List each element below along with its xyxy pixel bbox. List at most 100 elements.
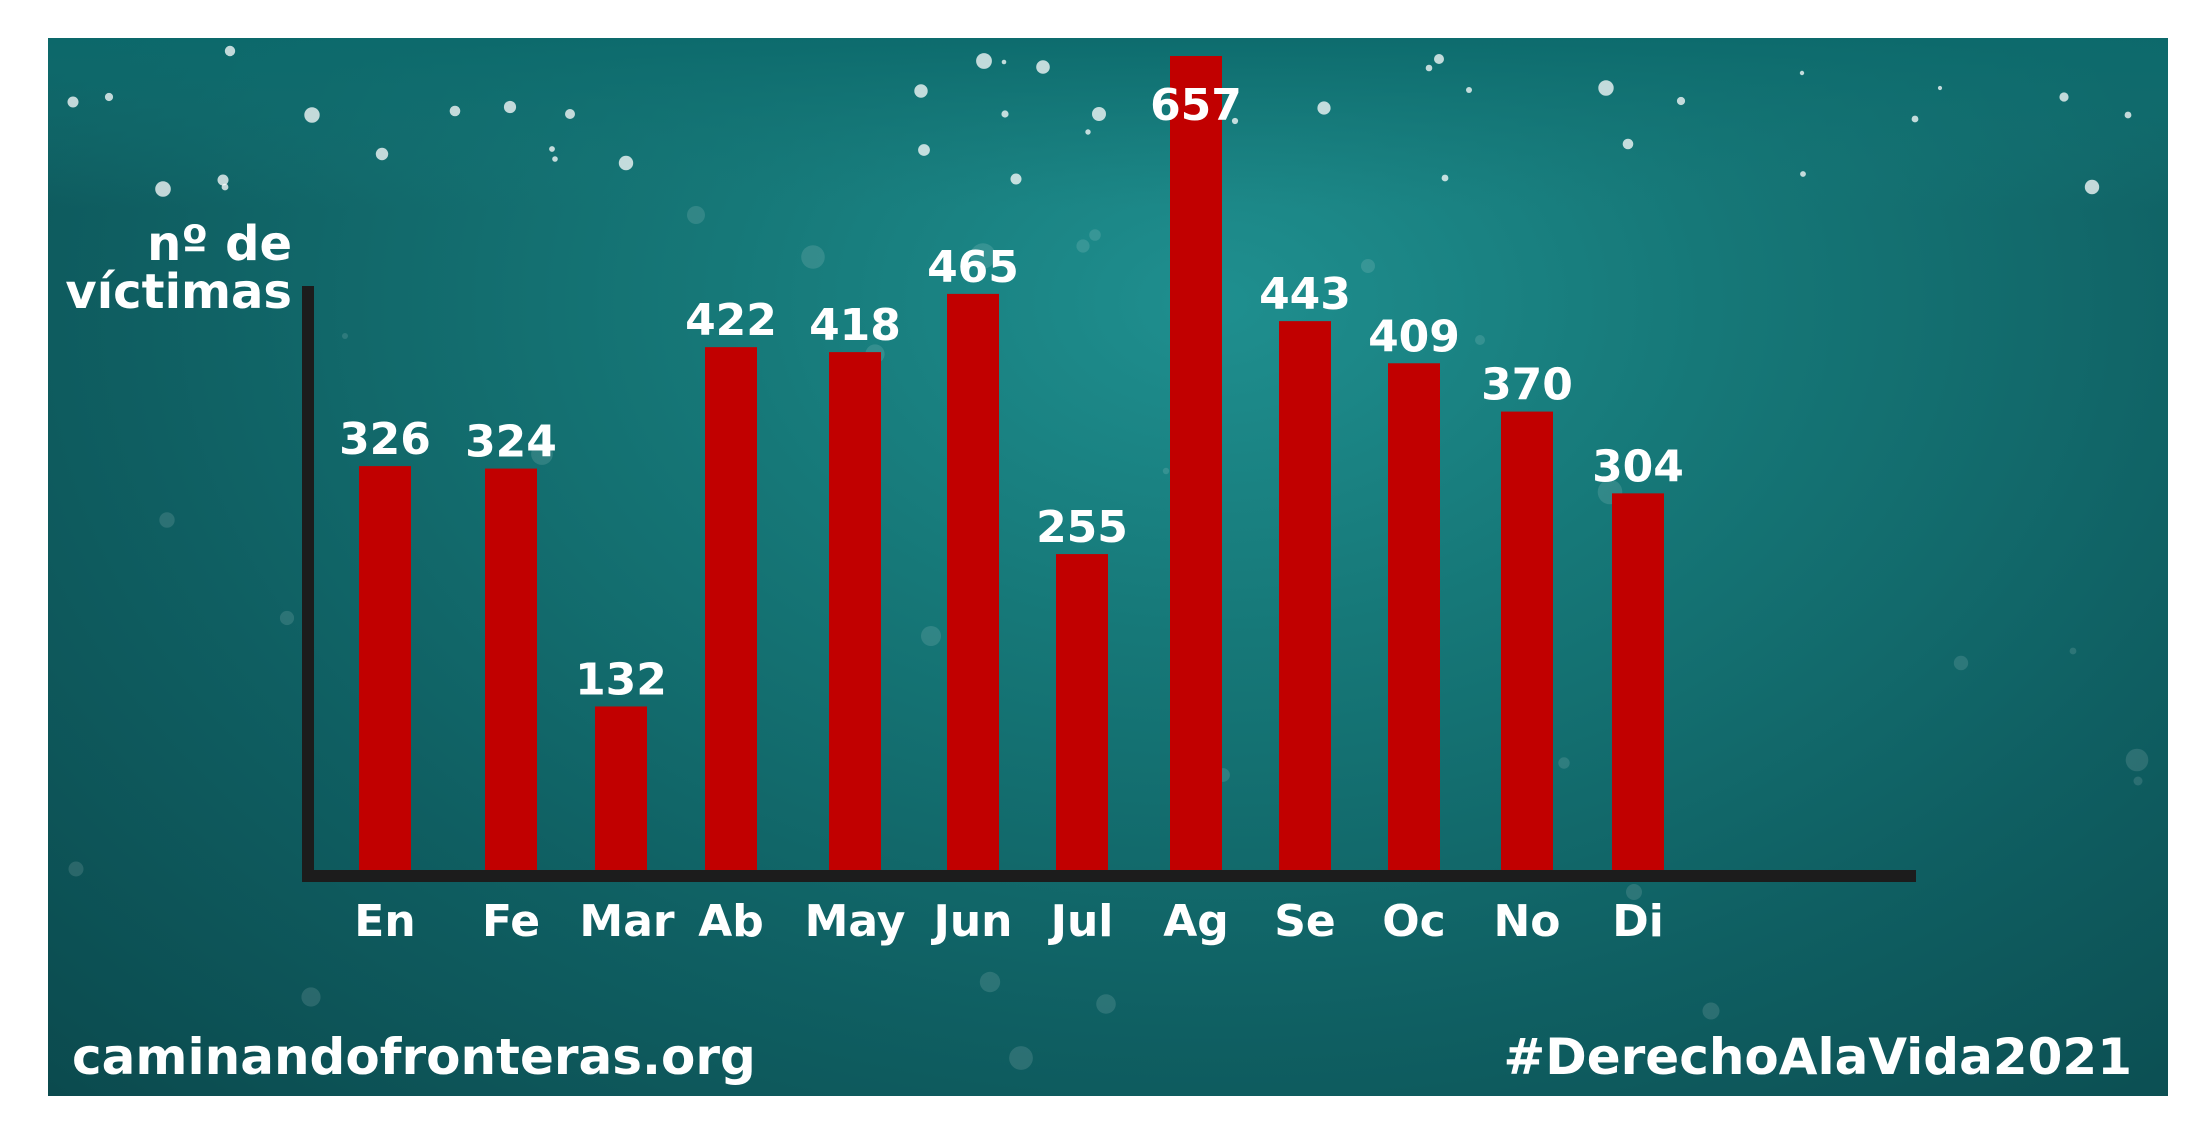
bubble bbox=[1010, 173, 1022, 185]
data-label-jun: 465 bbox=[927, 242, 1019, 293]
data-label-ag: 657 bbox=[1150, 80, 1242, 131]
data-label-mar: 132 bbox=[575, 654, 667, 705]
bubble bbox=[1558, 757, 1570, 769]
x-tick-label-ab: Ab bbox=[698, 896, 764, 947]
bubble bbox=[104, 92, 114, 102]
bubble bbox=[970, 243, 996, 269]
x-tick-label-jul: Jul bbox=[1048, 896, 1114, 947]
bubble bbox=[1622, 138, 1634, 150]
chart-card: nº de víctimas 326 En 324 Fe 132 Mar 422 Ab 418 M… bbox=[48, 38, 2168, 1096]
bubble bbox=[976, 53, 992, 69]
x-tick-label-no: No bbox=[1493, 896, 1560, 947]
bubble bbox=[301, 987, 321, 1007]
bubble bbox=[375, 147, 389, 161]
bubble bbox=[918, 144, 930, 156]
bubble bbox=[1162, 467, 1170, 475]
bar-jun bbox=[947, 293, 999, 870]
hashtag-label: #DerechoAlaVida2021 bbox=[1503, 1028, 2132, 1086]
bar-mar bbox=[595, 706, 647, 870]
bar-di bbox=[1612, 493, 1664, 870]
bar-may bbox=[829, 352, 881, 870]
bubble bbox=[304, 107, 320, 123]
x-tick-label-ag: Ag bbox=[1163, 896, 1229, 947]
bubble bbox=[1702, 1002, 1720, 1020]
data-label-jul: 255 bbox=[1036, 502, 1128, 553]
bubble bbox=[1036, 60, 1050, 74]
bubble bbox=[2059, 92, 2069, 102]
bubble bbox=[618, 155, 634, 171]
x-tick-label-di: Di bbox=[1612, 896, 1664, 947]
bubble bbox=[687, 206, 705, 224]
bubble bbox=[531, 443, 553, 465]
bubble bbox=[2084, 179, 2100, 195]
data-label-en: 326 bbox=[339, 414, 431, 465]
bubble bbox=[1361, 259, 1375, 273]
bubble bbox=[1231, 117, 1239, 125]
bubble bbox=[914, 84, 928, 98]
x-tick-label-jun: Jun bbox=[930, 896, 1012, 947]
bubble bbox=[1676, 96, 1686, 106]
bubble bbox=[2125, 748, 2149, 772]
x-tick-label-en: En bbox=[354, 896, 415, 947]
data-label-ab: 422 bbox=[685, 295, 777, 346]
bubble bbox=[1434, 54, 1444, 64]
website-label: caminandofronteras.org bbox=[72, 1028, 756, 1086]
data-label-no: 370 bbox=[1481, 360, 1573, 411]
data-label-se: 443 bbox=[1259, 269, 1351, 320]
data-label-oc: 409 bbox=[1368, 311, 1460, 362]
x-tick-label-mar: Mar bbox=[579, 896, 674, 947]
y-axis-label-line-1: nº de bbox=[147, 216, 292, 272]
bubble bbox=[1626, 884, 1642, 900]
bubble bbox=[279, 610, 295, 626]
bubble bbox=[1911, 115, 1919, 123]
bar-fe bbox=[485, 468, 537, 870]
bubble bbox=[224, 45, 236, 57]
bubble bbox=[217, 174, 229, 186]
bubble bbox=[1937, 85, 1943, 91]
bubble bbox=[1441, 174, 1449, 182]
bubble bbox=[1009, 1046, 1033, 1070]
bar-chart: nº de víctimas 326 En 324 Fe 132 Mar 422 Ab 418 M… bbox=[48, 38, 2168, 1070]
bubble bbox=[1598, 80, 1614, 96]
bubble bbox=[159, 512, 175, 528]
bar-oc bbox=[1388, 363, 1440, 870]
bubble bbox=[449, 105, 461, 117]
bubble bbox=[1089, 229, 1101, 241]
bubble bbox=[227, 245, 237, 255]
y-axis-label-line-2: víctimas bbox=[65, 264, 292, 320]
bubble bbox=[1001, 110, 1009, 118]
x-tick-label-may: May bbox=[805, 896, 906, 947]
bubble bbox=[1085, 129, 1091, 135]
bubble bbox=[221, 183, 229, 191]
bubble bbox=[342, 333, 348, 339]
bubble bbox=[1001, 59, 1007, 65]
data-label-may: 418 bbox=[809, 300, 901, 351]
bubble bbox=[1092, 107, 1106, 121]
bubble bbox=[1953, 655, 1969, 671]
bubble bbox=[1800, 171, 1806, 177]
x-tick-label-oc: Oc bbox=[1382, 896, 1446, 947]
bubble bbox=[68, 861, 84, 877]
bar-en bbox=[359, 466, 411, 870]
bubble bbox=[2133, 776, 2143, 786]
bubble bbox=[503, 100, 517, 114]
bubble bbox=[2069, 647, 2077, 655]
bubble bbox=[921, 626, 941, 646]
bubble bbox=[1425, 64, 1433, 72]
bubble bbox=[1317, 101, 1331, 115]
bubble bbox=[2124, 111, 2132, 119]
data-label-fe: 324 bbox=[465, 417, 557, 468]
bubble bbox=[801, 245, 825, 269]
bubble bbox=[1799, 70, 1805, 76]
bar-ab bbox=[705, 347, 757, 871]
x-tick-label-se: Se bbox=[1274, 896, 1336, 947]
bubble bbox=[155, 181, 171, 197]
bubble bbox=[979, 971, 1001, 993]
data-label-di: 304 bbox=[1592, 441, 1684, 492]
x-tick-label-fe: Fe bbox=[482, 896, 540, 947]
bar-jul bbox=[1056, 554, 1108, 870]
bubble bbox=[552, 156, 558, 162]
bubble bbox=[549, 146, 555, 152]
bubble bbox=[67, 96, 79, 108]
bar-no bbox=[1501, 411, 1553, 870]
